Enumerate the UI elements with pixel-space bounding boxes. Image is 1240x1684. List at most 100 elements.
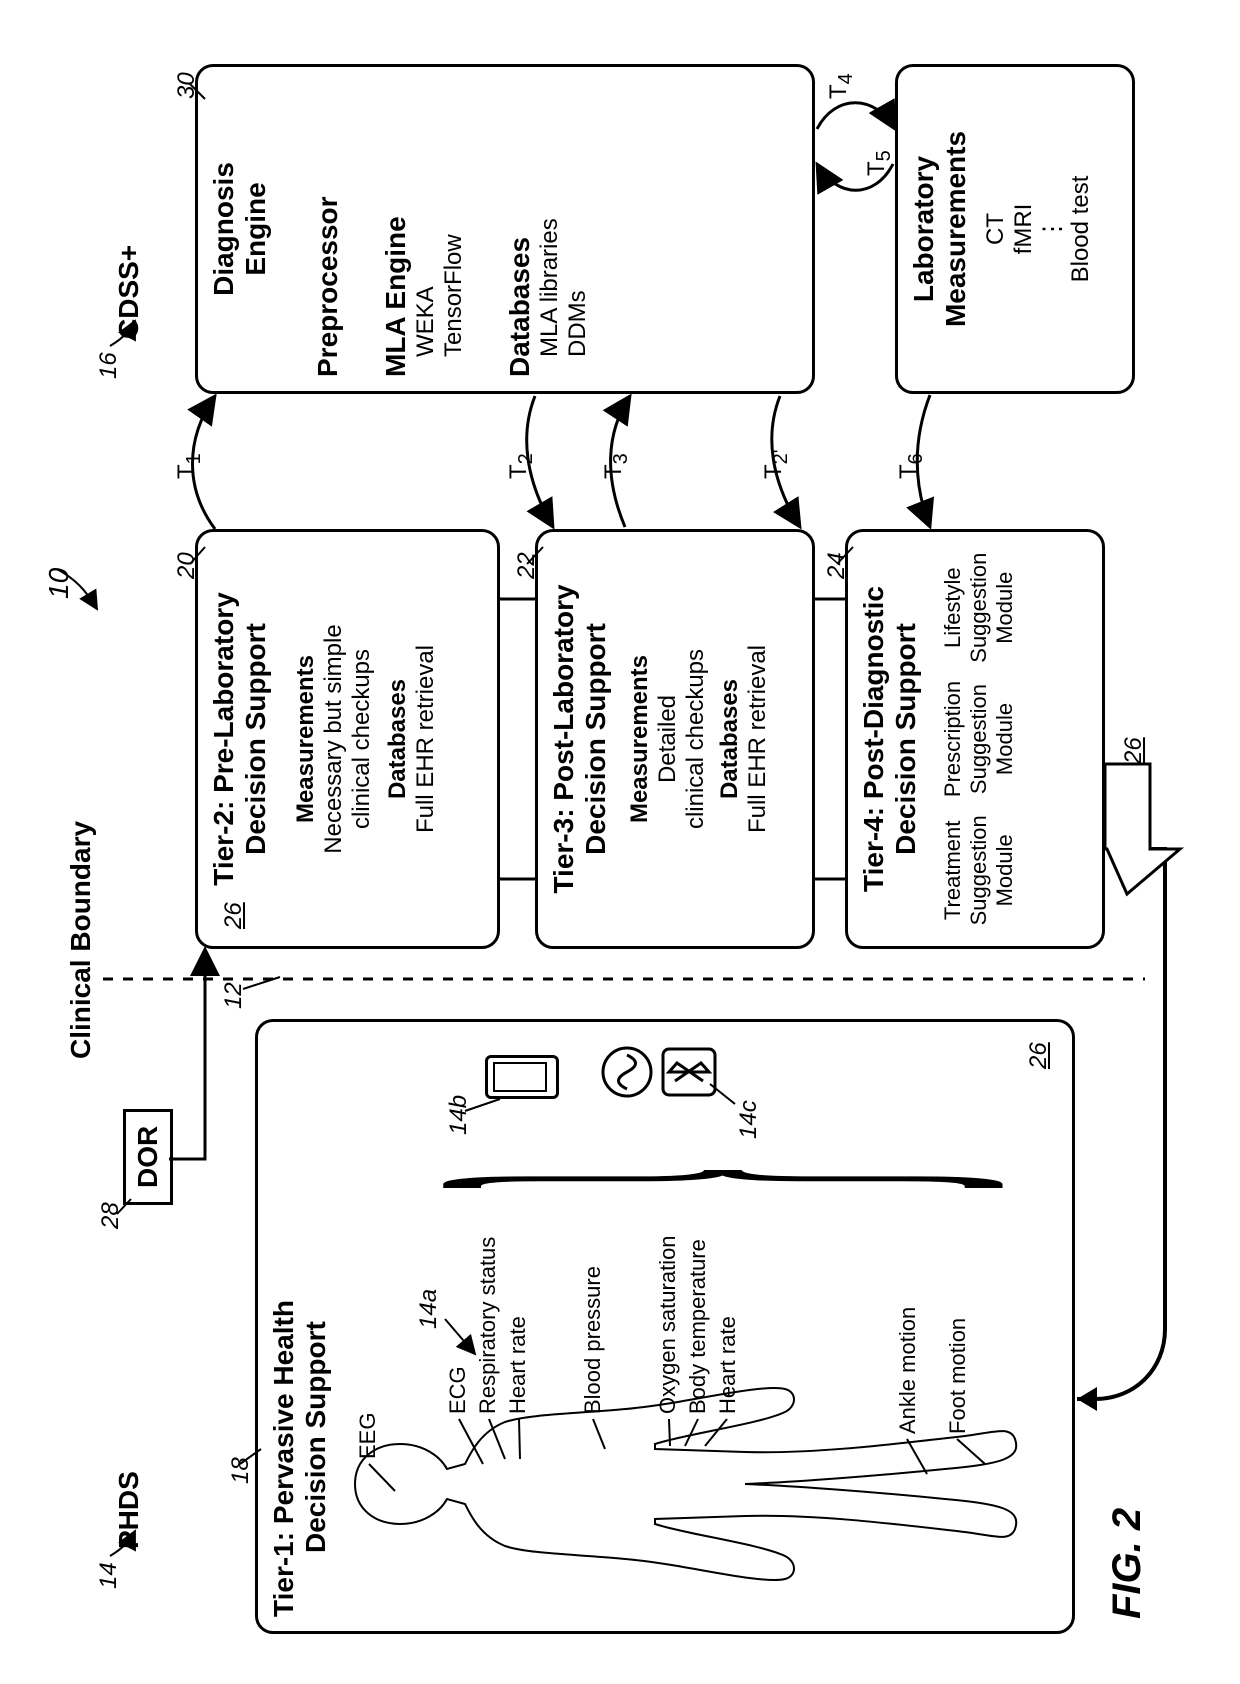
dor-box: DOR [123,1109,173,1205]
ref-18: 18 [227,1457,255,1484]
tier3-db-b: Full EHR retrieval [744,546,772,932]
ref-26-t1: 26 [1025,1042,1053,1069]
tier3-title2: Decision Support [580,546,612,932]
wireless-icon [600,1045,654,1099]
diag-engine-box: Diagnosis Engine Preprocessor MLA Engine… [195,64,815,394]
tin-t: T [158,1042,189,1059]
tin-label: TIN [158,1019,196,1059]
t4-label: T4 [825,73,858,99]
t1-label: T1 [173,453,206,479]
lab-box: Laboratory Measurements CT fMRI ⋮ Blood … [895,64,1135,394]
tier2-box: Tier-2: Pre-Laboratory Decision Support … [195,529,500,949]
diag-db: Databases [504,81,536,377]
t2p-label: T2' [760,449,793,479]
figure-inner: FIG. 2 10 Clinical Boundary 12 PHDS 14 C… [25,25,1215,1659]
tier2-meas-b2: clinical checkups [348,546,376,932]
ref-28: 28 [97,1202,125,1229]
sensor-eeg: EEG [355,1413,381,1459]
tin-sub: IN [169,1019,195,1042]
sensor-hr2: Heart rate [715,1316,741,1414]
ref-26-dor: 26 [161,1076,189,1103]
m1c: Module [992,809,1018,932]
tout-sub: OUT [1128,771,1154,820]
tier3-box: Tier-3: Post-Laboratory Decision Support… [535,529,815,949]
diag-db-b1: MLA libraries [536,81,564,357]
tier2-db: Databases [384,546,412,932]
lab-title1: Laboratory [908,81,940,377]
ref-26-t2: 26 [220,902,248,929]
tier3-meas-b2: clinical checkups [682,546,710,932]
tier1-title2: Decision Support [300,1036,332,1553]
sensor-bt: Body temperature [685,1239,711,1414]
m2c: Module [992,677,1018,800]
lab-title2: Measurements [940,81,972,377]
ref-24: 24 [823,552,851,579]
phds-header: PHDS [113,1471,145,1549]
tier1-title1: Tier-1: Pervasive Health [268,1036,300,1617]
tier4-title2: Decision Support [890,546,922,932]
tier3-title1: Tier-3: Post-Laboratory [548,546,580,932]
m3b: Suggestion [966,546,992,669]
sensor-ankle: Ankle motion [895,1307,921,1434]
sensor-bp: Blood pressure [580,1266,606,1414]
lab-dots: ⋮ [1038,81,1067,377]
sensor-resp: Respiratory status [475,1237,501,1414]
tier4-mod1: Treatment Suggestion Module [940,809,1018,932]
m3c: Module [992,546,1018,669]
m3a: Lifestyle [940,546,966,669]
diag-pp: Preprocessor [312,81,344,377]
ref-14a: 14a [415,1289,443,1329]
tier2-db-b: Full EHR retrieval [412,546,440,932]
lab-i3: Blood test [1067,81,1095,377]
tier3-meas-b1: Detailed [654,546,682,932]
figure-canvas: FIG. 2 10 Clinical Boundary 12 PHDS 14 C… [25,469,1240,1659]
tier2-title1: Tier-2: Pre-Laboratory [208,546,240,932]
tier4-mod2: Prescription Suggestion Module [940,677,1018,800]
sensor-foot: Foot motion [945,1318,971,1434]
bluetooth-icon [661,1047,717,1097]
tier2-meas: Measurements [292,546,320,932]
sensor-ox: Oxygen saturation [655,1235,681,1414]
ref-14: 14 [95,1562,123,1589]
ref-26-tout: 26 [1120,737,1148,764]
m2b: Suggestion [966,677,992,800]
ref-12: 12 [220,982,248,1009]
cdss-header: CDSS+ [113,245,145,339]
tout-label: TOUT [1117,771,1155,837]
ref-30: 30 [173,72,201,99]
m1a: Treatment [940,809,966,932]
lab-i1: CT [982,81,1010,377]
tier3-db: Databases [716,546,744,932]
diag-title1: Diagnosis [208,81,240,377]
sensor-hr1: Heart rate [505,1316,531,1414]
lab-i2: fMRI [1010,81,1038,377]
clinical-boundary-label: Clinical Boundary [65,821,97,1059]
tier2-meas-b1: Necessary but simple [320,546,348,932]
t5-label: T5 [863,150,896,176]
tier2-title2: Decision Support [240,546,272,932]
diag-title2: Engine [240,81,272,377]
tier4-title1: Tier-4: Post-Diagnostic [858,546,890,932]
dor-label: DOR [132,1126,163,1188]
diag-mla: MLA Engine [380,81,412,377]
ref-16: 16 [95,352,123,379]
diag-db-b2: DDMs [564,81,592,357]
ref-14c: 14c [735,1100,763,1139]
sensor-ecg: ECG [445,1366,471,1414]
tier4-mod3: Lifestyle Suggestion Module [940,546,1018,669]
ref-14b: 14b [445,1095,473,1135]
tier4-box: Tier-4: Post-Diagnostic Decision Support… [845,529,1105,949]
ref-10: 10 [43,568,75,599]
tier3-meas: Measurements [626,546,654,932]
tout-t: T [1117,820,1148,837]
diag-mla-b1: WEKA [412,81,440,357]
t3-label: T3 [600,453,633,479]
t2-label: T2 [505,453,538,479]
m2a: Prescription [940,677,966,800]
t6-label: T6 [895,453,928,479]
phone-icon [485,1055,559,1099]
ref-22: 22 [513,552,541,579]
figure-label: FIG. 2 [1105,1508,1150,1619]
ref-20: 20 [173,552,201,579]
m1b: Suggestion [966,809,992,932]
